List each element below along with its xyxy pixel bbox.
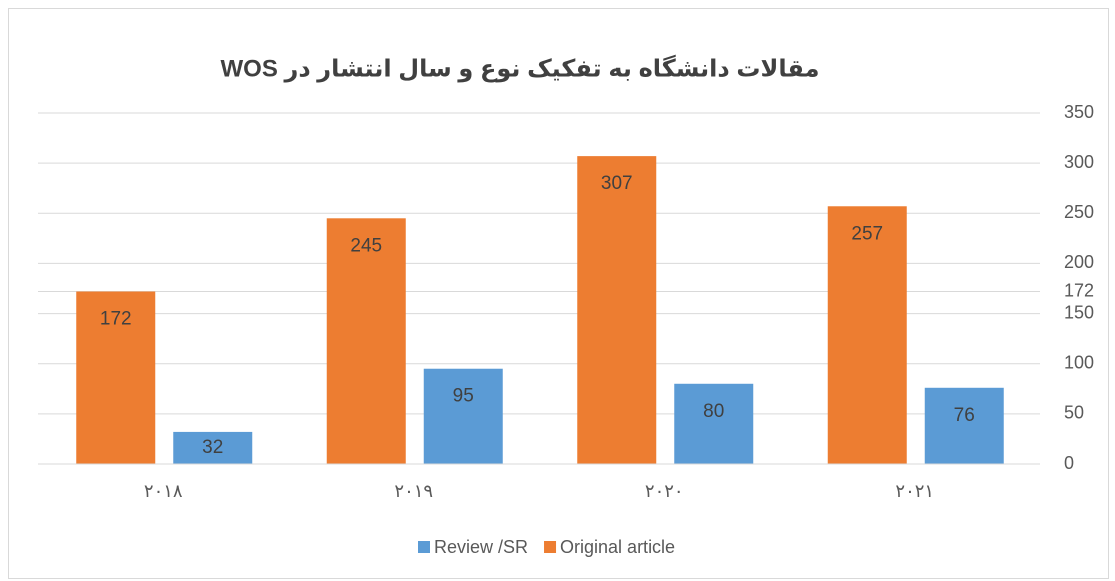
y-tick-label: 172 <box>1064 280 1094 300</box>
y-tick-label: 250 <box>1064 202 1094 222</box>
y-tick-label: 150 <box>1064 302 1094 322</box>
x-tick-label: ۲۰۱۸ <box>144 481 183 501</box>
data-label: 172 <box>100 309 132 330</box>
x-tick-label: ۲۰۱۹ <box>394 481 433 501</box>
y-tick-label: 100 <box>1064 352 1094 372</box>
data-label: 76 <box>954 405 975 426</box>
data-label: 80 <box>703 401 724 422</box>
bar <box>674 383 754 464</box>
y-tick-label: 200 <box>1064 252 1094 272</box>
legend-label: Original article <box>560 537 675 557</box>
data-label: 257 <box>851 223 883 244</box>
bar <box>173 431 253 464</box>
y-tick-label: 50 <box>1064 403 1084 423</box>
legend-label: Review /SR <box>434 537 528 557</box>
bar <box>423 368 503 464</box>
legend-swatch <box>544 541 557 553</box>
chart-title: مقالات دانشگاه به تفکیک نوع و سال انتشار… <box>221 54 820 82</box>
data-label: 307 <box>601 173 633 194</box>
bar <box>326 218 406 464</box>
bar <box>924 387 1004 464</box>
data-label: 245 <box>350 235 382 256</box>
y-tick-label: 350 <box>1064 102 1094 122</box>
y-tick-label: 300 <box>1064 152 1094 172</box>
bar <box>577 156 657 464</box>
x-tick-label: ۲۰۲۱ <box>895 481 934 501</box>
legend-swatch <box>418 541 430 553</box>
bar <box>76 291 156 464</box>
data-label: 32 <box>202 437 223 458</box>
y-tick-label: 0 <box>1064 453 1074 473</box>
x-tick-label: ۲۰۲۰ <box>645 481 684 501</box>
bar <box>827 206 907 464</box>
data-label: 95 <box>453 386 474 407</box>
chart-border <box>8 8 1109 579</box>
